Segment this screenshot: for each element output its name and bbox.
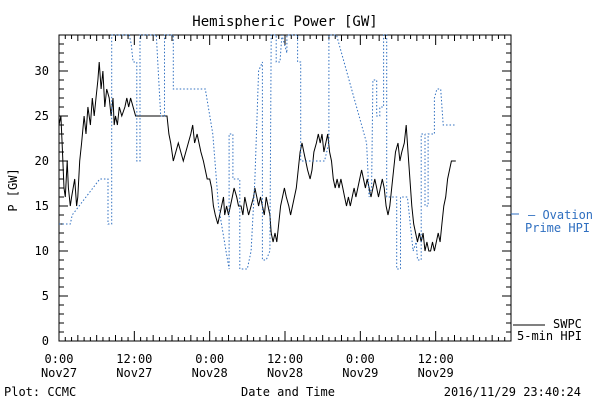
x-tick-time-label: 0:00 <box>346 352 375 366</box>
series-layer <box>58 34 456 270</box>
y-tick-label: 15 <box>35 199 49 213</box>
x-tick-time-label: 12:00 <box>116 352 152 366</box>
x-tick-date-label: Nov28 <box>267 366 303 380</box>
legend-ovation-line1: — Ovation <box>528 208 593 222</box>
y-tick-label: 25 <box>35 109 49 123</box>
x-tick-time-label: 12:00 <box>418 352 454 366</box>
y-tick-label: 30 <box>35 64 49 78</box>
series-ovation-line <box>59 34 456 270</box>
x-axis-label: Date and Time <box>241 385 335 399</box>
footer-timestamp: 2016/11/29 23:40:24 <box>444 385 581 399</box>
legend-ovation-line2: Prime HPI <box>525 221 590 235</box>
plot-area <box>58 34 512 342</box>
legend-swpc-line1: SWPC <box>553 317 582 331</box>
y-axis: 0 5 10 15 20 25 30 <box>35 34 511 348</box>
legend-swpc: SWPC 5-min HPI <box>513 317 582 343</box>
x-tick-date-label: Nov28 <box>192 366 228 380</box>
footer-plot-credit: Plot: CCMC <box>4 385 76 399</box>
chart-title: Hemispheric Power [GW] <box>192 14 377 30</box>
x-axis: 0:00Nov2712:00Nov270:00Nov2812:00Nov280:… <box>41 35 512 380</box>
y-tick-label: 0 <box>42 334 49 348</box>
x-tick-time-label: 0:00 <box>195 352 224 366</box>
series-swpc-line <box>58 61 456 252</box>
y-tick-label: 10 <box>35 244 49 258</box>
x-tick-date-label: Nov29 <box>342 366 378 380</box>
x-tick-date-label: Nov27 <box>116 366 152 380</box>
y-tick-label: 20 <box>35 154 49 168</box>
legend-swpc-line2: 5-min HPI <box>517 329 582 343</box>
y-tick-label: 5 <box>42 289 49 303</box>
y-axis-label: P [GW] <box>6 168 20 211</box>
x-tick-time-label: 0:00 <box>45 352 74 366</box>
x-tick-time-label: 12:00 <box>267 352 303 366</box>
x-tick-date-label: Nov27 <box>41 366 77 380</box>
plot-border <box>58 34 512 342</box>
x-tick-date-label: Nov29 <box>418 366 454 380</box>
legend-ovation: — Ovation Prime HPI <box>511 208 593 235</box>
